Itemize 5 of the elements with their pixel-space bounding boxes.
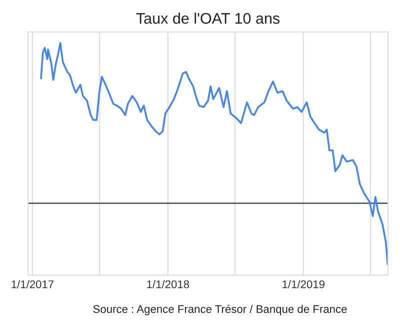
x-tick-label: 1/1/2018	[147, 280, 190, 288]
chart-title: Taux de l'OAT 10 ans	[136, 12, 280, 24]
x-tick-label: 1/1/2019	[282, 280, 324, 288]
x-tick-label: 1/1/2017	[12, 280, 54, 288]
source-note: Source : Agence France Trésor / Banque de France	[93, 304, 347, 316]
